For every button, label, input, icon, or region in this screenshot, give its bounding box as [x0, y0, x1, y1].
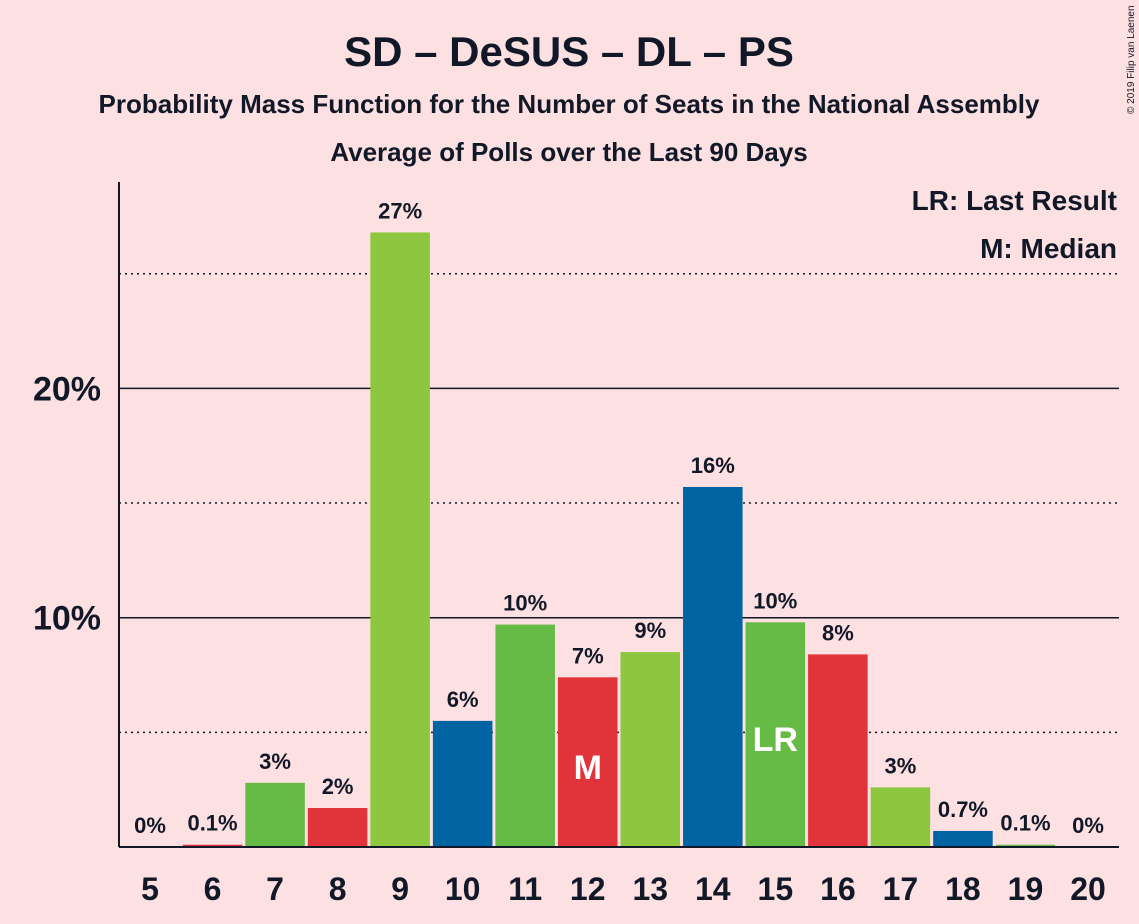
bar-11-seats	[495, 624, 555, 847]
x-tick-label: 12	[570, 871, 606, 907]
x-tick-label: 11	[508, 871, 542, 907]
x-tick-label: 8	[329, 871, 347, 907]
data-labels: 0% 0.1% 3% 2% 27% 6% 10% 7% M 9% 16% 10% LR 8% 3% 0.7% 0…	[134, 198, 1104, 838]
bar-7-seats	[245, 782, 305, 847]
data-label-13: 9%	[634, 618, 666, 643]
data-label-15: 10%	[753, 588, 797, 613]
bar-15-seats	[745, 622, 806, 847]
legend-median: M: Median	[980, 233, 1117, 264]
y-tick-label: 10%	[33, 600, 101, 638]
bar-17-seats	[870, 787, 931, 847]
legend-last-result: LR: Last Result	[912, 185, 1117, 216]
data-label-10: 6%	[447, 687, 479, 712]
data-label-16: 8%	[822, 620, 854, 645]
x-tick-label: 20	[1070, 871, 1106, 907]
data-label-17: 3%	[885, 753, 917, 778]
chart-title: SD – DeSUS – DL – PS	[344, 28, 794, 75]
data-label-19: 0.1%	[1000, 811, 1050, 836]
x-tick-label: 14	[695, 871, 731, 907]
x-tick-label: 16	[820, 871, 856, 907]
bar-10-seats	[432, 720, 493, 847]
bar-19-seats	[995, 844, 1056, 847]
axes: 10% 20% 5 6 7 8 9 10 11 12 13 14 15 16 17 18 19 20	[33, 182, 1119, 907]
bar-6-seats	[182, 844, 243, 847]
bar-8-seats	[307, 808, 368, 847]
x-tick-label: 7	[266, 871, 284, 907]
grid-lines	[119, 272, 1119, 734]
data-label-5: 0%	[134, 813, 166, 838]
x-tick-label: 10	[445, 871, 481, 907]
y-tick-label: 20%	[33, 370, 101, 408]
chart-subtitle-period: Average of Polls over the Last 90 Days	[330, 137, 807, 167]
x-tick-label: 17	[883, 871, 919, 907]
data-label-9: 27%	[378, 198, 422, 223]
bar-13-seats	[620, 652, 681, 847]
bar-14-seats	[683, 486, 743, 847]
data-label-7: 3%	[259, 749, 291, 774]
chart-subtitle: Probability Mass Function for the Number…	[99, 89, 1041, 119]
data-label-20: 0%	[1072, 813, 1104, 838]
data-label-14: 16%	[691, 453, 735, 478]
x-tick-label: 9	[391, 871, 409, 907]
bar-12-seats	[557, 677, 618, 847]
bar-9-seats	[370, 232, 430, 848]
data-label-8: 2%	[322, 774, 354, 799]
data-label-11: 10%	[503, 591, 547, 616]
x-tick-label: 5	[141, 871, 159, 907]
bar-16-seats	[808, 654, 868, 847]
bars	[182, 232, 1056, 848]
x-tick-label: 15	[758, 871, 794, 907]
data-label-6: 0.1%	[187, 811, 237, 836]
last-result-marker: LR	[753, 721, 798, 759]
x-tick-label: 18	[945, 871, 981, 907]
x-tick-label: 6	[204, 871, 222, 907]
data-label-12: 7%	[572, 643, 604, 668]
copyright-note: © 2019 Filip van Laenen	[1126, 5, 1137, 114]
bar-18-seats	[933, 830, 993, 847]
data-label-18: 0.7%	[938, 797, 988, 822]
x-tick-label: 13	[632, 871, 668, 907]
median-marker: M	[574, 749, 602, 787]
x-tick-label: 19	[1008, 871, 1044, 907]
